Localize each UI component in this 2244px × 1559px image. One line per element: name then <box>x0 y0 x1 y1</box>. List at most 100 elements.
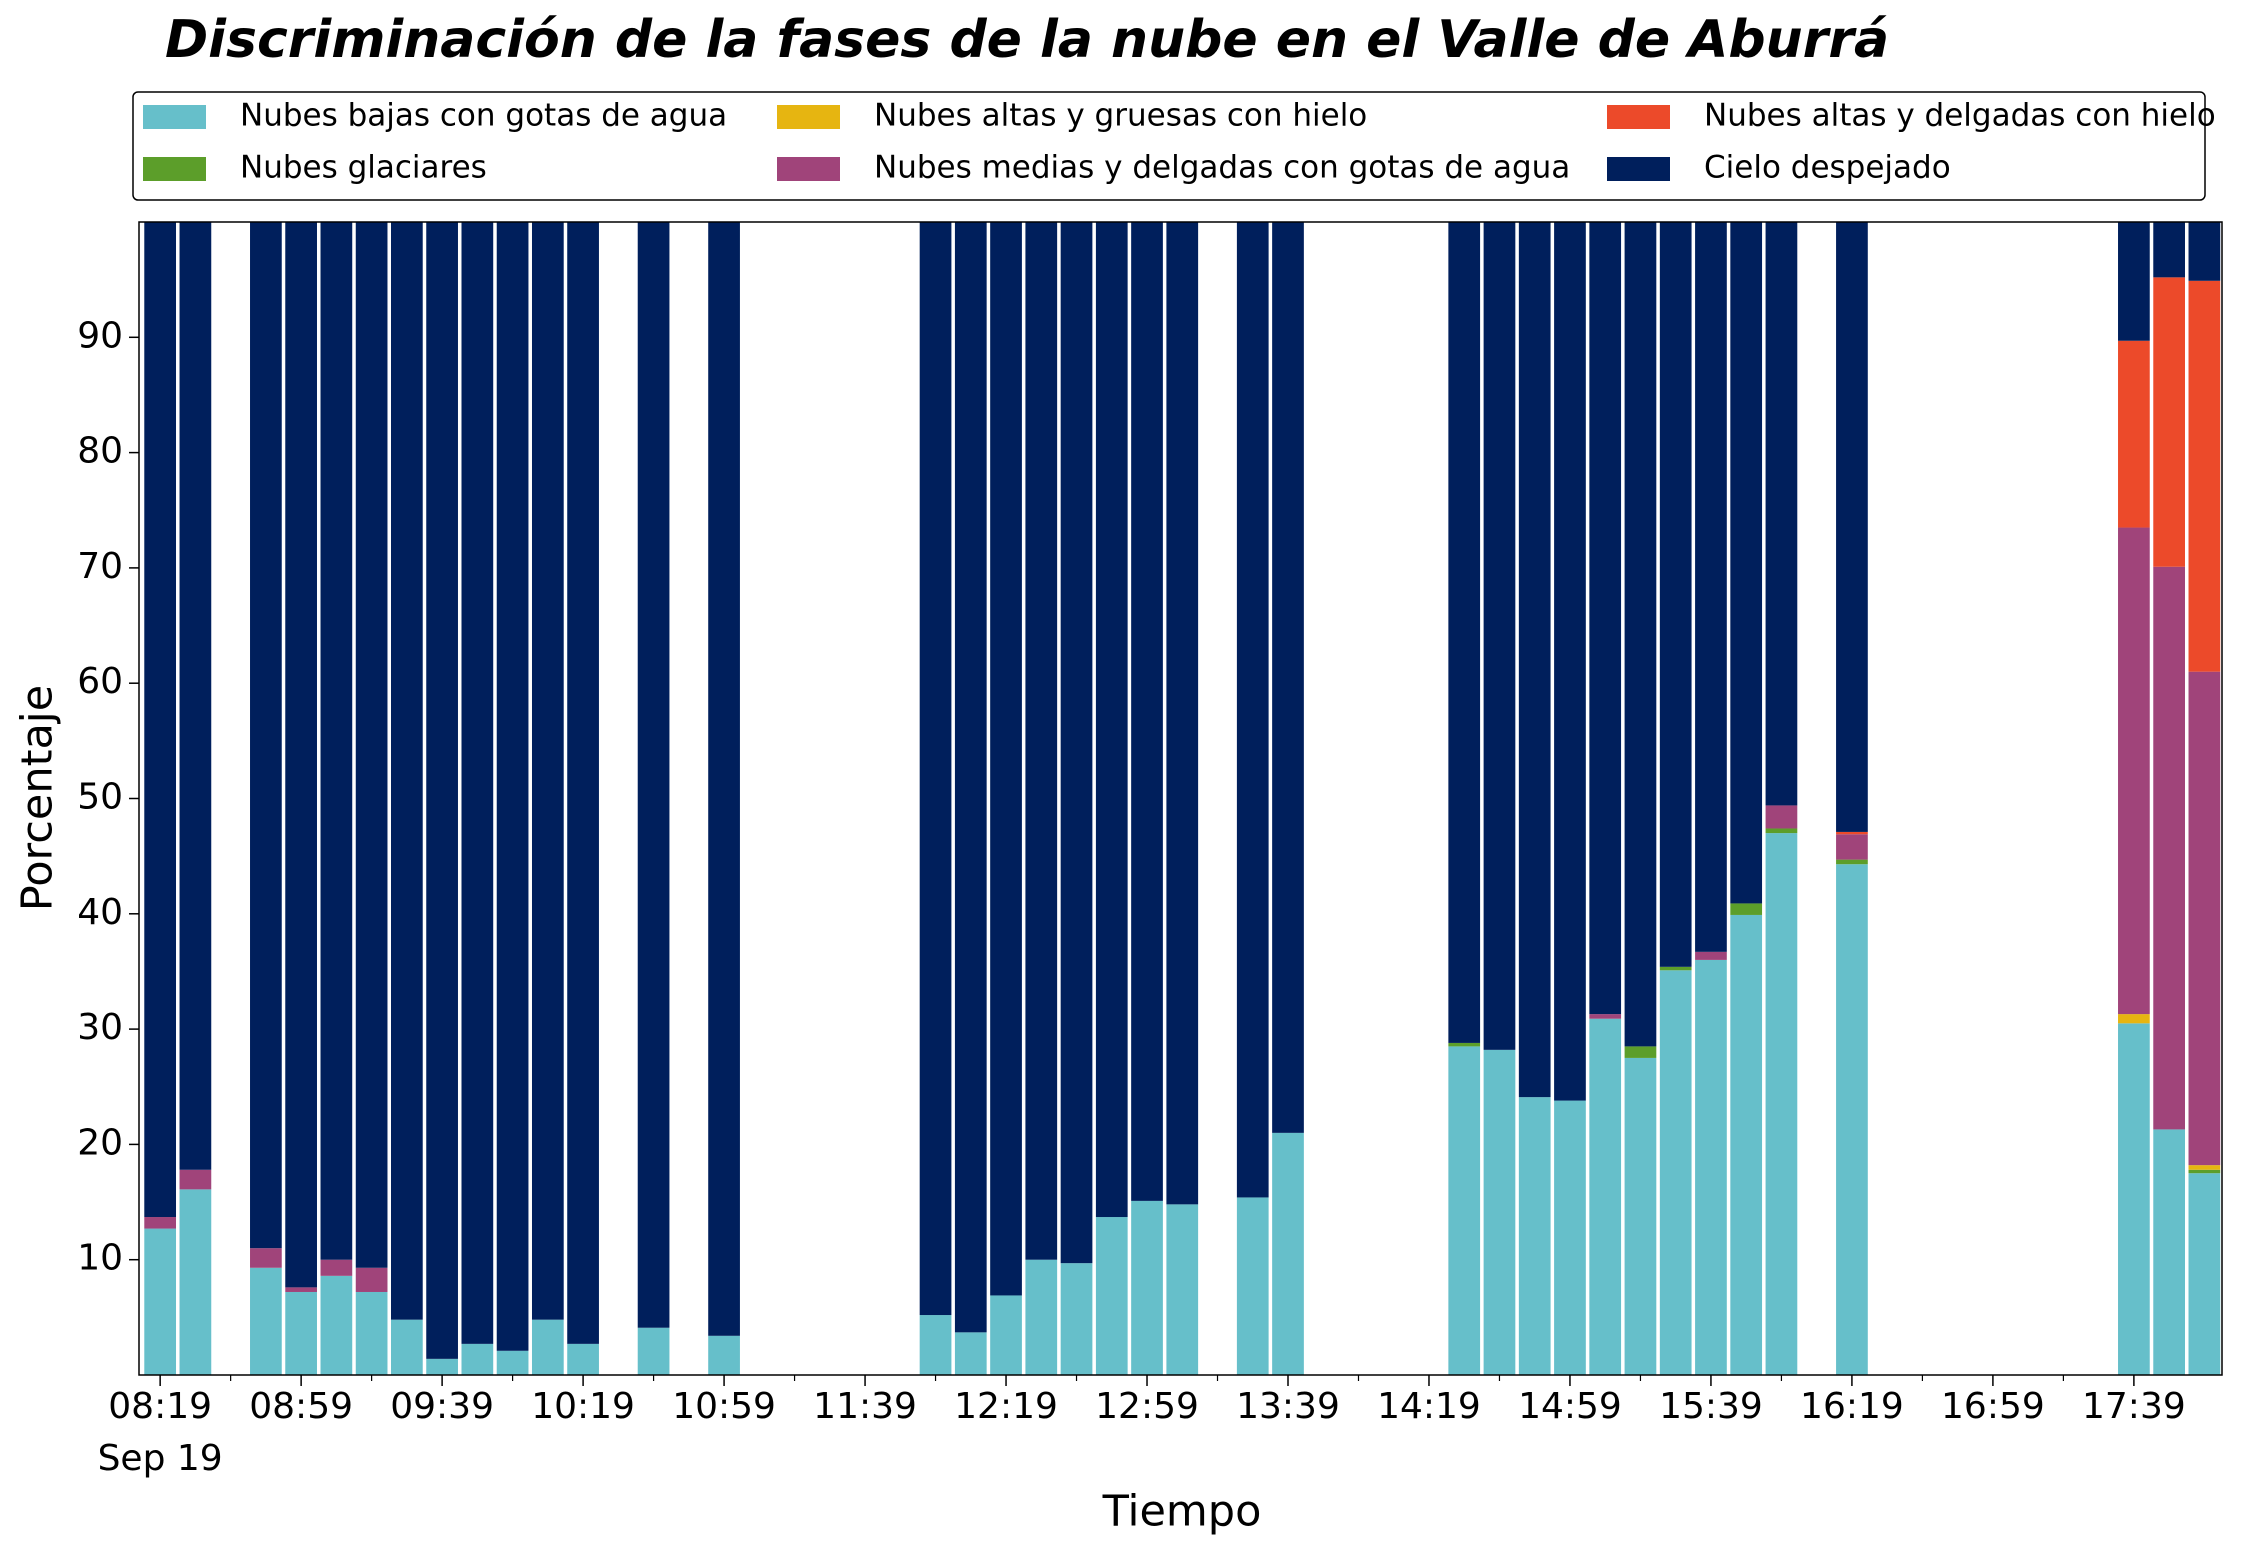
bar-segment <box>1836 864 1868 1375</box>
bar-segment <box>1025 222 1058 1260</box>
legend-swatch <box>777 105 840 129</box>
bar-segment <box>2188 1165 2221 1170</box>
bar-segment <box>1765 828 1798 834</box>
bar-segment <box>1730 222 1763 904</box>
bar-segment <box>179 1169 212 1190</box>
bar-segment <box>1765 222 1798 806</box>
bar-segment <box>531 1319 564 1375</box>
x-axis-label: Tiempo <box>1102 1487 1262 1537</box>
bar-segment <box>250 222 282 1249</box>
bar-segment <box>1624 1046 1657 1058</box>
chart-title: Discriminación de la fases de la nube en… <box>165 10 1889 70</box>
legend-label: Nubes altas y delgadas con hielo <box>1704 98 2216 134</box>
bar-segment <box>1060 222 1093 1264</box>
legend-swatch <box>777 157 840 181</box>
bar-segment <box>391 1319 423 1375</box>
bar-segment <box>2188 671 2221 1166</box>
bar-segment <box>1659 966 1692 971</box>
y-axis-label: Porcentaje <box>13 685 63 911</box>
bar-segment <box>250 1267 282 1375</box>
bar-segment <box>2188 222 2221 281</box>
bar-segment <box>1695 951 1727 960</box>
bar-segment <box>461 1343 494 1375</box>
bar-segment <box>1836 859 1868 865</box>
legend-swatch <box>143 157 206 181</box>
bar-segment <box>496 1350 529 1375</box>
bar-segment <box>1448 222 1481 1043</box>
bar-segment <box>2118 340 2150 528</box>
bar-segment <box>1236 222 1269 1198</box>
x-tick-label: 12:59 <box>1095 1386 1199 1427</box>
bar-segment <box>1695 959 1727 1375</box>
y-tick-label: 30 <box>77 1007 123 1048</box>
bar-segment <box>250 1248 282 1268</box>
bar-segment <box>1272 1132 1304 1375</box>
bar-segment <box>179 1189 212 1375</box>
bar-segment <box>285 1291 317 1375</box>
bar-segment <box>1448 1046 1481 1375</box>
bar-segment <box>320 1275 353 1375</box>
bar-segment <box>1025 1259 1058 1375</box>
x-tick-label: 13:39 <box>1236 1386 1340 1427</box>
bar-segment <box>1659 970 1692 1375</box>
bar-segment <box>320 222 353 1260</box>
bar-segment <box>1624 222 1657 1047</box>
x-tick-label: 09:39 <box>390 1386 494 1427</box>
bar-segment <box>1589 222 1622 1015</box>
bar-segment <box>954 222 987 1333</box>
bar-segment <box>1095 1217 1128 1375</box>
bar-segment <box>355 222 388 1268</box>
x-tick-label: 14:59 <box>1518 1386 1622 1427</box>
x-tick-label: 15:39 <box>1659 1386 1763 1427</box>
bar-segment <box>2188 1173 2221 1375</box>
legend-swatch <box>1607 157 1670 181</box>
x-tick-label: 10:19 <box>531 1386 635 1427</box>
x-tick-label: 11:39 <box>813 1386 917 1427</box>
bar-segment <box>1483 1049 1516 1375</box>
bar-segment <box>990 1295 1022 1375</box>
x-tick-label: 08:59 <box>249 1386 353 1427</box>
bar-segment <box>320 1259 353 1276</box>
bar-segment <box>1659 222 1692 967</box>
y-tick-label: 70 <box>77 546 123 587</box>
x-tick-label: 14:19 <box>1377 1386 1481 1427</box>
legend-label: Nubes altas y gruesas con hielo <box>874 98 1367 134</box>
legend-box <box>132 91 2206 201</box>
bar-segment <box>567 1343 599 1375</box>
bar-segment <box>144 1228 177 1375</box>
bar-segment <box>355 1267 388 1292</box>
bar-segment <box>1730 914 1763 1375</box>
legend-label: Nubes glaciares <box>240 150 487 186</box>
bar-segment <box>496 222 529 1351</box>
bar-segment <box>1554 222 1586 1101</box>
bar-segment <box>285 1287 317 1292</box>
bar-segment <box>2153 1129 2185 1375</box>
bar-segment <box>144 222 177 1218</box>
bar-segment <box>1166 222 1199 1205</box>
y-tick-label: 90 <box>77 315 123 356</box>
bar-segment <box>1131 222 1163 1201</box>
bar-segment <box>1730 903 1763 915</box>
bar-segment <box>1518 1097 1551 1375</box>
bar-segment <box>1518 222 1551 1098</box>
x-tick-label: 16:19 <box>1800 1386 1904 1427</box>
bar-segment <box>1060 1263 1093 1375</box>
bar-segment <box>1589 1018 1622 1375</box>
bar-segment <box>1624 1057 1657 1375</box>
bar-segment <box>1483 222 1516 1050</box>
bar-segment <box>1836 222 1868 832</box>
bar-segment <box>426 1358 458 1375</box>
bar-segment <box>531 222 564 1320</box>
bar-segment <box>1589 1014 1622 1019</box>
bar-segment <box>1236 1197 1269 1375</box>
bar-segment <box>1448 1042 1481 1047</box>
bar-segment <box>2118 527 2150 1015</box>
y-tick-label: 50 <box>77 777 123 818</box>
bar-segment <box>2118 1014 2150 1024</box>
bar-segment <box>2188 1169 2221 1174</box>
bar-segment <box>1765 805 1798 829</box>
bar-segment <box>355 1291 388 1375</box>
bar-segment <box>2118 222 2150 341</box>
bar-segment <box>426 222 458 1359</box>
